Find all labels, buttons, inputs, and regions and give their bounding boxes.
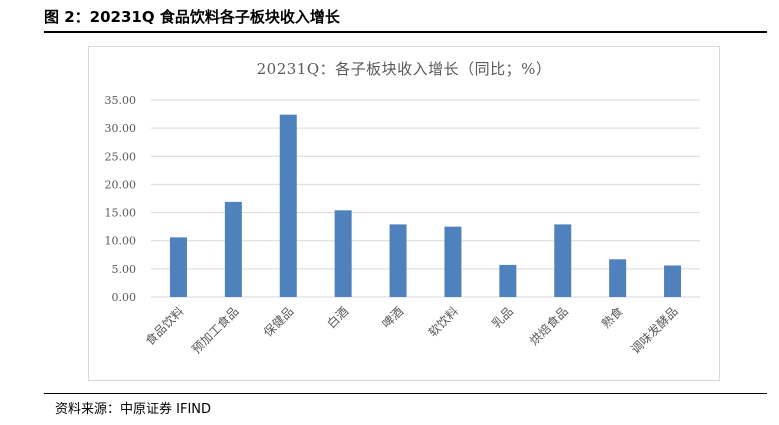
- x-tick-label: 啤酒: [379, 304, 407, 332]
- bar: [499, 264, 517, 297]
- y-tick-label: 35.00: [105, 94, 137, 107]
- x-tick-label: 食品饮料: [142, 304, 187, 349]
- x-tick-label: 预加工食品: [188, 304, 241, 357]
- y-tick-label: 30.00: [105, 122, 137, 135]
- chart-title: 20231Q：各子板块收入增长（同比；%）: [256, 60, 552, 78]
- gridlines: [151, 99, 700, 298]
- y-tick-label: 0.00: [112, 291, 137, 304]
- x-tick-label: 软饮料: [426, 304, 461, 339]
- x-tick-label: 调味发酵品: [628, 304, 681, 357]
- x-axis-ticks: 食品饮料 预加工食品 保健品 白酒 啤酒 软饮料 乳品 烘焙食品 熟食 调味发酵品: [142, 304, 681, 357]
- x-tick-label: 熟食: [598, 304, 626, 332]
- bars: [169, 114, 682, 298]
- y-tick-label: 20.00: [105, 178, 137, 191]
- bar: [554, 224, 572, 297]
- bar: [279, 114, 297, 298]
- chart-frame: [88, 46, 720, 381]
- bottom-rule: [44, 393, 767, 394]
- bar: [664, 265, 682, 297]
- bar: [334, 210, 352, 297]
- bar: [224, 201, 242, 297]
- y-tick-label: 5.00: [112, 263, 137, 276]
- top-rule: [44, 31, 767, 33]
- y-axis-ticks: 0.00 5.00 10.00 15.00 20.00 25.00 30.00 35.00: [105, 94, 137, 304]
- x-tick-label: 白酒: [324, 304, 352, 332]
- source-note: 资料来源：中原证券 IFIND: [55, 402, 212, 417]
- y-tick-label: 15.00: [105, 207, 137, 220]
- x-tick-label: 保健品: [261, 304, 296, 339]
- figure-title: 图 2：20231Q 食品饮料各子板块收入增长: [44, 8, 340, 26]
- bar: [609, 259, 627, 297]
- y-tick-label: 25.00: [105, 150, 137, 163]
- bar: [444, 226, 462, 297]
- bar: [169, 237, 187, 297]
- y-tick-label: 10.00: [105, 235, 137, 248]
- x-tick-label: 乳品: [489, 304, 516, 331]
- x-tick-label: 烘焙食品: [526, 304, 571, 349]
- bar: [389, 224, 407, 297]
